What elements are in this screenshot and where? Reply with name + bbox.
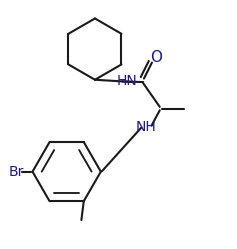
- Text: HN: HN: [116, 74, 137, 88]
- Text: O: O: [150, 50, 162, 65]
- Text: Br: Br: [8, 165, 24, 179]
- Text: NH: NH: [135, 120, 156, 134]
